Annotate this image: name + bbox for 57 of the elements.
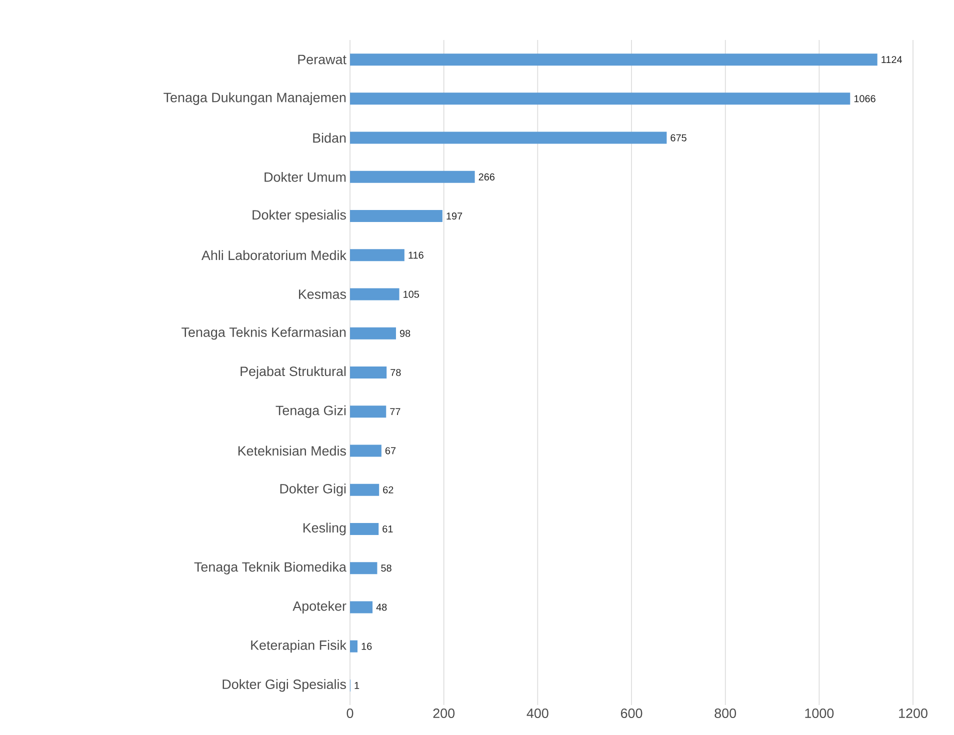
data-label: 16 xyxy=(362,642,372,650)
data-label: 78 xyxy=(390,368,401,376)
bar xyxy=(350,249,404,262)
bar xyxy=(350,327,396,340)
y-tick-label: Dokter spesialis xyxy=(252,210,346,222)
bar xyxy=(350,170,475,183)
data-label: 62 xyxy=(383,486,394,494)
y-tick-label: Tenaga Dukungan Manajemen xyxy=(164,92,346,105)
y-tick-label: Ahli Laboratorium Medik xyxy=(201,250,346,260)
bar xyxy=(350,444,382,457)
x-tick-label: 1200 xyxy=(899,708,928,718)
x-tick-label: 0 xyxy=(346,708,354,718)
x-tick-label: 200 xyxy=(433,708,455,718)
data-label: 675 xyxy=(670,134,686,142)
data-label: 98 xyxy=(400,330,410,337)
data-label: 67 xyxy=(385,447,396,454)
x-tick-label: 400 xyxy=(526,708,548,718)
y-tick-label: Dokter Umum xyxy=(264,172,346,182)
y-tick-label: Kesling xyxy=(303,522,346,536)
data-label: 1124 xyxy=(882,56,902,64)
bar xyxy=(350,406,386,418)
bar xyxy=(350,640,358,652)
bar xyxy=(350,366,387,379)
bar xyxy=(350,54,878,66)
y-tick-label: Tenaga Teknis Kefarmasian xyxy=(182,327,346,340)
bar xyxy=(350,522,379,535)
y-tick-label: Tenaga Teknik Biomedika xyxy=(194,562,346,574)
y-tick-label: Dokter Gigi xyxy=(280,484,346,496)
data-label: 77 xyxy=(390,408,400,416)
bar xyxy=(350,601,373,614)
data-label: 116 xyxy=(408,252,424,259)
data-label: 197 xyxy=(446,212,462,220)
y-tick-label: Pejabat Struktural xyxy=(240,366,346,379)
data-label: 58 xyxy=(381,564,392,572)
data-label: 48 xyxy=(376,604,387,611)
data-label: 266 xyxy=(478,173,495,180)
y-tick-label: Apoteker xyxy=(292,600,346,614)
x-tick-label: 600 xyxy=(620,708,642,718)
x-tick-label: 800 xyxy=(714,708,736,718)
data-label: 61 xyxy=(382,525,393,532)
data-label: 1066 xyxy=(854,95,876,102)
bar xyxy=(350,288,400,300)
bar xyxy=(350,210,442,222)
y-tick-label: Tenaga Gizi xyxy=(276,405,346,418)
y-tick-label: Perawat xyxy=(298,54,346,64)
bar xyxy=(350,92,850,105)
y-tick-label: Dokter Gigi Spesialis xyxy=(222,679,346,692)
y-tick-label: Keterapian Fisik xyxy=(251,640,346,653)
x-tick-label: 1000 xyxy=(805,708,834,718)
y-tick-label: Bidan xyxy=(313,132,346,143)
bar xyxy=(350,562,378,574)
y-tick-label: Keteknisian Medis xyxy=(238,446,346,456)
bar xyxy=(350,484,380,496)
data-label: 105 xyxy=(404,290,419,298)
y-tick-label: Kesmas xyxy=(299,290,346,299)
data-label: 1 xyxy=(354,682,360,689)
bar xyxy=(350,132,667,144)
